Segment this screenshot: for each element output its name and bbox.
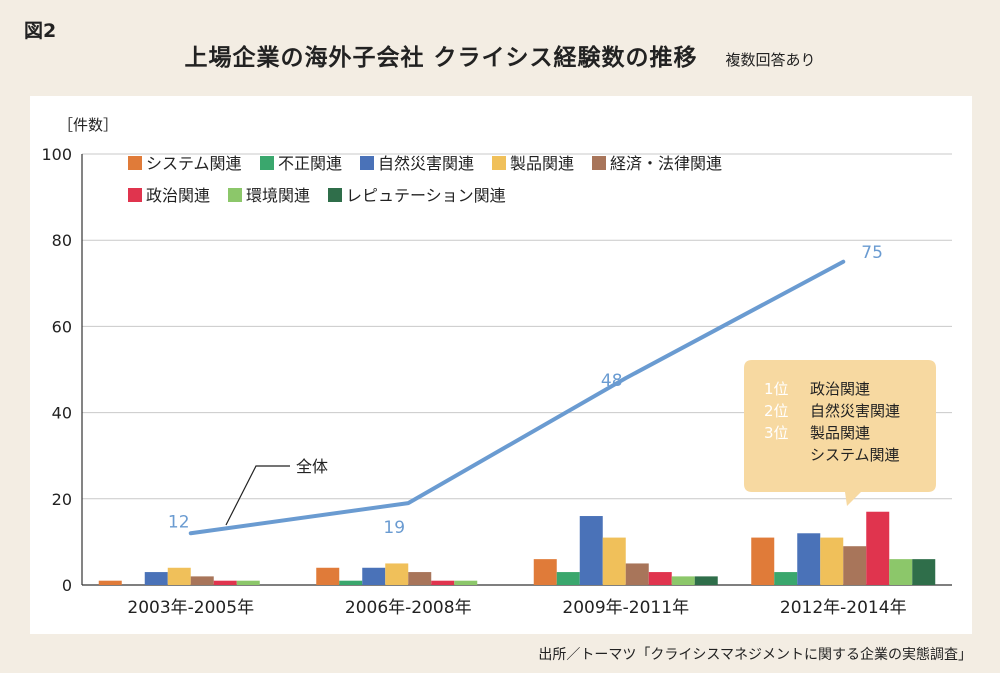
bar-2-2 <box>339 580 363 585</box>
bar-5-3 <box>625 563 649 585</box>
chart-panel: 0 20 40 60 80 100 ［件数］ 2003年-2005年 2006年-2008年 20… <box>30 96 972 634</box>
bar-3-1 <box>144 572 168 585</box>
figure-label: 図2 <box>24 20 57 42</box>
bar-2-4 <box>774 572 798 585</box>
callout-item-4: システム関連 <box>810 446 900 464</box>
bar-4-1 <box>167 567 191 585</box>
legend-swatch-1 <box>128 156 142 170</box>
y-tick-label: 20 <box>52 490 72 509</box>
bar-6-3 <box>648 572 672 585</box>
callout-item-2: 自然災害関連 <box>810 402 900 420</box>
bar-1-3 <box>533 559 557 585</box>
legend-label-5: 経済・法律関連 <box>610 154 722 173</box>
bar-8-3 <box>694 576 718 585</box>
total-value-label-2: 19 <box>383 518 405 538</box>
y-axis-label: ［件数］ <box>58 116 118 134</box>
bar-7-3 <box>671 576 695 585</box>
bar-6-1 <box>213 580 237 585</box>
bar-4-2 <box>385 563 409 585</box>
chart-title-text: 上場企業の海外子会社 クライシス経験数の推移 <box>184 45 698 71</box>
total-value-label-4: 75 <box>861 243 883 263</box>
legend-label-1: システム関連 <box>146 154 242 173</box>
bar-5-1 <box>190 576 214 585</box>
x-tick-label: 2003年-2005年 <box>127 598 254 618</box>
callout-bubble <box>744 360 936 506</box>
legend-label-7: 環境関連 <box>246 186 310 205</box>
legend-label-3: 自然災害関連 <box>378 154 474 173</box>
subtitle-note: 複数回答あり <box>725 51 816 69</box>
total-leader-line <box>225 465 290 526</box>
legend-label-6: 政治関連 <box>146 186 210 205</box>
chart: 0 20 40 60 80 100 ［件数］ 2003年-2005年 2006年-2008年 20… <box>41 116 952 618</box>
legend-swatch-5 <box>592 156 606 170</box>
legend-swatch-3 <box>360 156 374 170</box>
bar-6-2 <box>431 580 455 585</box>
y-tick-label: 60 <box>52 317 72 336</box>
bar-4-4 <box>820 537 844 585</box>
bar-3-3 <box>579 516 603 585</box>
y-tick-label: 100 <box>41 145 72 164</box>
bar-5-4 <box>843 546 867 585</box>
bar-1-4 <box>751 537 775 585</box>
x-tick-label: 2012年-2014年 <box>780 598 907 618</box>
bar-3-4 <box>797 533 821 585</box>
total-value-label-1: 12 <box>168 512 190 532</box>
bar-7-1 <box>236 580 260 585</box>
y-tick-label: 0 <box>62 576 72 595</box>
x-tick-label: 2006年-2008年 <box>345 598 472 618</box>
total-line <box>188 259 846 536</box>
legend-swatch-4 <box>492 156 506 170</box>
x-tick-label: 2009年-2011年 <box>562 598 689 618</box>
bar-8-4 <box>912 559 936 585</box>
callout-rank-2: 2位 <box>764 402 789 420</box>
legend-swatch-6 <box>128 188 142 202</box>
callout-rank-1: 1位 <box>764 380 789 398</box>
callout-item-3: 製品関連 <box>810 424 870 442</box>
source-note: 出所／トーマツ「クライシスマネジメントに関する企業の実態調査」 <box>538 647 972 663</box>
bar-3-2 <box>362 567 386 585</box>
legend-swatch-2 <box>260 156 274 170</box>
total-line-label: 全体 <box>296 457 328 476</box>
bar-2-3 <box>556 572 580 585</box>
y-tick-label: 80 <box>52 231 72 250</box>
callout-rank-3: 3位 <box>764 424 789 442</box>
legend-swatch-7 <box>228 188 242 202</box>
y-tick-label: 40 <box>52 404 72 423</box>
bar-5-2 <box>408 572 432 585</box>
bar-6-4 <box>866 511 890 585</box>
legend-label-4: 製品関連 <box>510 154 574 173</box>
callout-item-1: 政治関連 <box>810 380 870 398</box>
legend-label-2: 不正関連 <box>278 154 342 173</box>
bar-7-2 <box>454 580 478 585</box>
chart-title: 上場企業の海外子会社 クライシス経験数の推移 複数回答あり <box>0 38 1000 72</box>
bar-7-4 <box>889 559 913 585</box>
legend-swatch-8 <box>328 188 342 202</box>
bar-1-2 <box>316 567 340 585</box>
bar-1-1 <box>98 580 122 585</box>
legend-label-8: レピュテーション関連 <box>346 186 506 205</box>
total-value-label-3: 48 <box>601 371 623 391</box>
bar-4-3 <box>602 537 626 585</box>
